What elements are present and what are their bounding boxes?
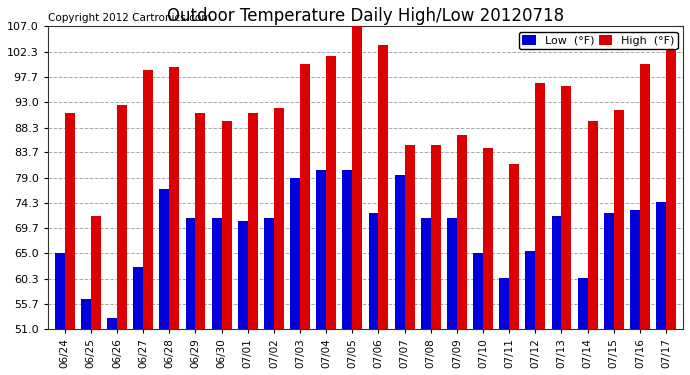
Bar	[143, 70, 153, 329]
Bar	[421, 218, 431, 329]
Bar	[551, 216, 562, 329]
Bar	[316, 170, 326, 329]
Bar	[656, 202, 666, 329]
Bar	[159, 189, 169, 329]
Title: Outdoor Temperature Daily High/Low 20120718: Outdoor Temperature Daily High/Low 20120…	[167, 7, 564, 25]
Bar	[368, 213, 378, 329]
Bar	[378, 45, 388, 329]
Bar	[535, 83, 545, 329]
Bar	[274, 108, 284, 329]
Bar	[509, 164, 519, 329]
Bar	[562, 86, 571, 329]
Bar	[300, 64, 310, 329]
Bar	[290, 178, 300, 329]
Bar	[578, 278, 588, 329]
Bar	[342, 170, 353, 329]
Bar	[117, 105, 127, 329]
Bar	[107, 318, 117, 329]
Bar	[614, 110, 624, 329]
Bar	[666, 45, 676, 329]
Bar	[169, 67, 179, 329]
Legend: Low  (°F), High  (°F): Low (°F), High (°F)	[519, 32, 678, 49]
Bar	[238, 221, 248, 329]
Text: Copyright 2012 Cartronics.com: Copyright 2012 Cartronics.com	[48, 13, 211, 24]
Bar	[248, 113, 257, 329]
Bar	[630, 210, 640, 329]
Bar	[91, 216, 101, 329]
Bar	[395, 175, 404, 329]
Bar	[221, 121, 232, 329]
Bar	[500, 278, 509, 329]
Bar	[212, 218, 221, 329]
Bar	[604, 213, 614, 329]
Bar	[133, 267, 143, 329]
Bar	[326, 56, 336, 329]
Bar	[186, 218, 195, 329]
Bar	[195, 113, 206, 329]
Bar	[640, 64, 650, 329]
Bar	[264, 218, 274, 329]
Bar	[473, 254, 483, 329]
Bar	[525, 251, 535, 329]
Bar	[353, 27, 362, 329]
Bar	[55, 254, 65, 329]
Bar	[483, 148, 493, 329]
Bar	[404, 146, 415, 329]
Bar	[81, 299, 91, 329]
Bar	[431, 146, 441, 329]
Bar	[65, 113, 75, 329]
Bar	[457, 135, 467, 329]
Bar	[447, 218, 457, 329]
Bar	[588, 121, 598, 329]
